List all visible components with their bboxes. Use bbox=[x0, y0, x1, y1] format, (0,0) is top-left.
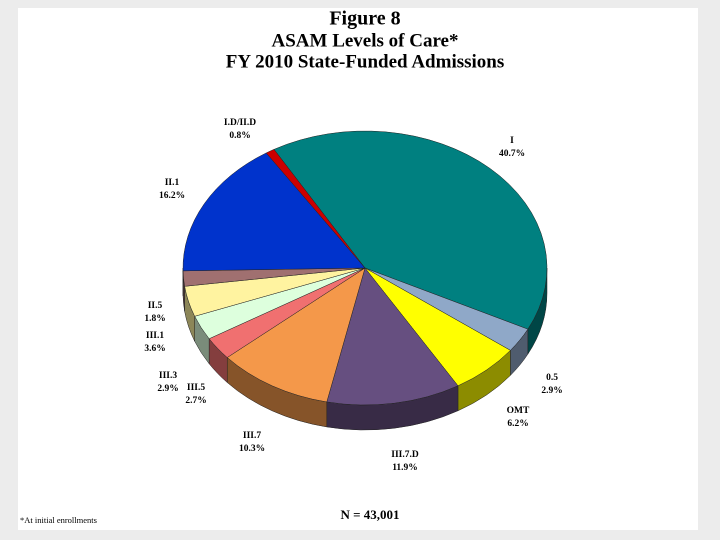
annotation: N = 43,001 bbox=[340, 507, 399, 522]
slice-label: III.7 bbox=[243, 431, 261, 441]
slice-label: II.1 bbox=[165, 178, 180, 188]
chart-title: Figure 8 bbox=[329, 8, 400, 30]
slice-value-label: 10.3% bbox=[239, 444, 265, 454]
slice-label: 0.5 bbox=[546, 373, 558, 383]
slice-label: OMT bbox=[507, 406, 530, 416]
slice-value-label: 40.7% bbox=[499, 149, 525, 159]
footnote: *At initial enrollments bbox=[20, 515, 97, 525]
slice-value-label: 2.9% bbox=[157, 384, 178, 394]
slice-value-label: 11.9% bbox=[392, 463, 418, 473]
slice bbox=[182, 152, 366, 272]
slice-label: I.D/II.D bbox=[224, 118, 256, 128]
chart-subtitle: FY 2010 State-Funded Admissions bbox=[226, 51, 505, 72]
slice bbox=[273, 130, 548, 330]
slice-label: I bbox=[510, 136, 514, 146]
slice-value-label: 6.2% bbox=[507, 419, 528, 429]
slice-label: II.5 bbox=[148, 301, 163, 311]
slice-label: III.7.D bbox=[391, 450, 419, 460]
slice-value-label: 0.8% bbox=[229, 131, 250, 141]
slice bbox=[226, 267, 366, 403]
slice bbox=[265, 149, 366, 269]
slice-value-label: 2.9% bbox=[541, 386, 562, 396]
slice-value-label: 3.6% bbox=[144, 344, 165, 354]
slice-value-label: 2.7% bbox=[185, 396, 206, 406]
slice-label: III.3 bbox=[159, 371, 177, 381]
slice-value-label: 1.8% bbox=[144, 314, 165, 324]
chart-subtitle: ASAM Levels of Care* bbox=[272, 30, 459, 51]
slice-label: III.5 bbox=[187, 383, 205, 393]
slice bbox=[326, 267, 459, 406]
slice-value-label: 16.2% bbox=[159, 191, 185, 201]
slice-label: III.1 bbox=[146, 331, 164, 341]
